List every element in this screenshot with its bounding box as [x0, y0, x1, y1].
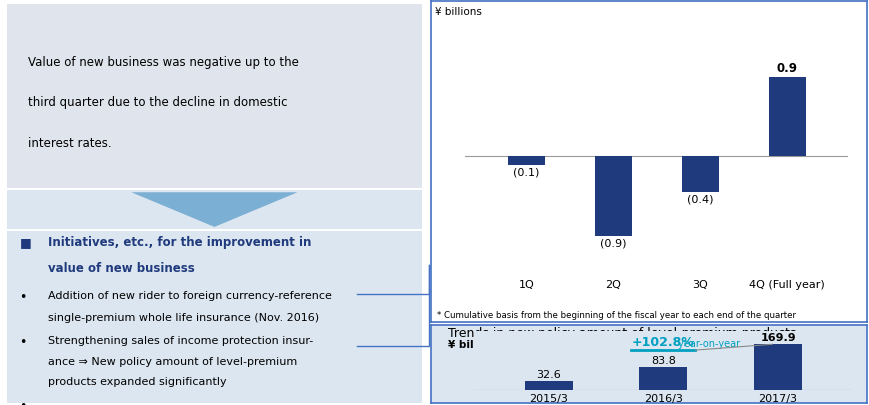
Text: (0.9): (0.9) [600, 239, 626, 248]
Bar [681, 156, 718, 192]
Bar [753, 344, 801, 390]
Text: Addition of new rider to foreign currency-reference: Addition of new rider to foreign currenc… [49, 291, 332, 301]
Bar [507, 156, 544, 165]
Text: * Cumulative basis from the beginning of the fiscal year to each end of the quar: * Cumulative basis from the beginning of… [436, 311, 795, 320]
Text: interest rates.: interest rates. [28, 137, 111, 150]
Text: Value of new business was negative up to the: Value of new business was negative up to… [28, 55, 298, 68]
Text: ¥ billions: ¥ billions [434, 7, 481, 17]
Text: ance ⇒ New policy amount of level-premium: ance ⇒ New policy amount of level-premiu… [49, 356, 297, 367]
Text: +102.8%: +102.8% [631, 336, 693, 349]
Bar [768, 77, 805, 156]
Text: •: • [19, 399, 27, 405]
Text: •: • [19, 336, 27, 349]
Text: (0.1): (0.1) [513, 168, 539, 178]
Text: value of new business: value of new business [49, 262, 195, 275]
Text: 83.8: 83.8 [650, 356, 675, 366]
Text: Trends in new policy amount of level-premium products: Trends in new policy amount of level-pre… [448, 327, 795, 340]
Polygon shape [131, 192, 297, 227]
Text: ■: ■ [19, 236, 31, 249]
Text: (0.4): (0.4) [687, 194, 713, 205]
Text: ¥ billions: ¥ billions [448, 341, 501, 350]
Bar [639, 367, 687, 390]
Text: 0.9: 0.9 [776, 62, 797, 75]
Text: •: • [19, 291, 27, 304]
Bar [594, 156, 631, 236]
Text: year-on-year: year-on-year [674, 339, 740, 349]
Bar [524, 381, 572, 390]
Text: single-premium whole life insurance (Nov. 2016): single-premium whole life insurance (Nov… [49, 313, 319, 324]
Text: Initiatives, etc., for the improvement in: Initiatives, etc., for the improvement i… [49, 236, 311, 249]
Text: products expanded significantly: products expanded significantly [49, 377, 227, 387]
Text: third quarter due to the decline in domestic: third quarter due to the decline in dome… [28, 96, 287, 109]
Text: 169.9: 169.9 [760, 333, 795, 343]
Text: 32.6: 32.6 [535, 370, 561, 380]
Text: Strengthening sales of income protection insur-: Strengthening sales of income protection… [49, 336, 314, 346]
